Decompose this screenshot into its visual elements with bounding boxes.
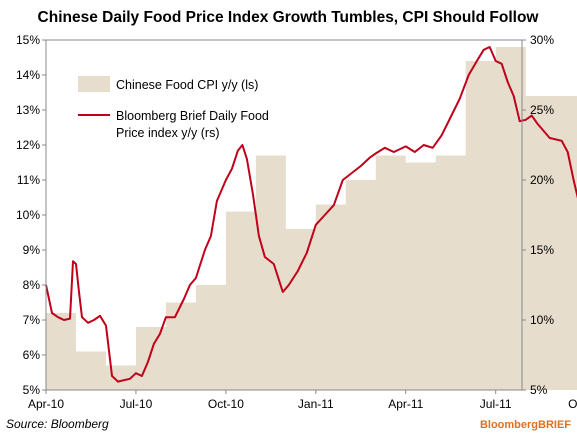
left-tick-label: 13% [16,103,40,117]
right-tick-label: 20% [530,173,554,187]
plot-area: 5% 6% 7% 8% 9% 10% 11% 12% 13% 14% 15% 5% 10% 15% 20% 2… [16,33,577,411]
x-tick-label: Jul-11 [480,397,512,411]
left-tick-label: 8% [23,278,41,292]
left-tick-label: 11% [17,173,40,187]
right-tick-label: 15% [530,243,554,257]
legend-swatch-cpi [78,76,110,92]
left-tick-label: 7% [23,313,41,327]
left-tick-label: 15% [16,33,40,47]
svg-text:BloombergBRIEF: BloombergBRIEF [480,419,571,431]
daily-index-line-series [45,46,577,383]
right-tick-label: 30% [530,33,554,47]
right-tick-label: 10% [530,313,554,327]
x-tick-label: Jan-11 [298,397,334,411]
left-tick-label: 14% [16,68,40,82]
left-tick-label: 9% [23,243,41,257]
left-tick-label: 5% [23,383,41,397]
source-note: Source: Bloomberg [6,417,109,431]
x-tick-label: Jul-10 [120,397,153,411]
x-tick-label: Apr-11 [388,397,423,411]
legend: Chinese Food CPI y/y (ls) Bloomberg Brie… [78,76,269,140]
x-tick-label: Apr-10 [28,397,64,411]
x-tick-label: Oct-11 [568,397,577,411]
legend-label-cpi: Chinese Food CPI y/y (ls) [116,78,258,92]
legend-label-daily-index-line1: Bloomberg Brief Daily Food [116,109,269,123]
x-tick-label: Oct-10 [208,397,244,411]
legend-label-daily-index-line2: Price index y/y (rs) [116,126,220,140]
right-tick-label: 25% [530,103,554,117]
brand-logo-part2: BRIEF [538,419,571,431]
left-tick-label: 10% [16,208,40,222]
left-tick-label: 12% [16,138,40,152]
right-tick-label: 5% [530,383,548,397]
brand-logo: BloombergBRIEF [480,419,571,431]
cpi-area-series [46,47,577,390]
chart-title: Chinese Daily Food Price Index Growth Tu… [38,9,540,26]
left-tick-label: 6% [23,348,41,362]
brand-logo-part1: Bloomberg [480,419,538,431]
